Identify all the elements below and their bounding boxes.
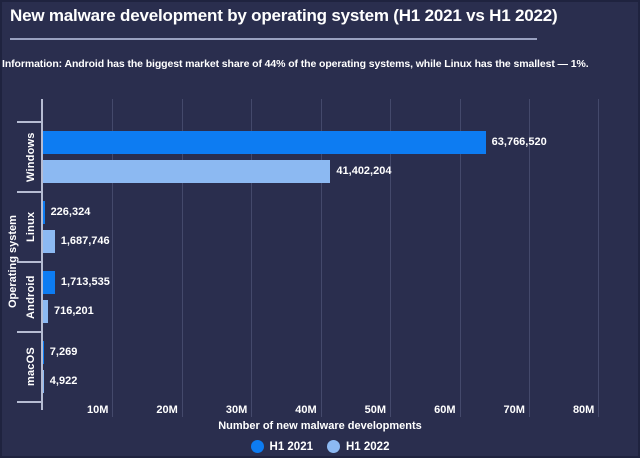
value-label: 7,269 — [49, 346, 78, 358]
category-label-linux: Linux — [25, 211, 37, 243]
value-label: 716,201 — [53, 305, 94, 317]
gridline — [598, 99, 600, 417]
category-tick — [17, 191, 43, 193]
x-tick-label: 50M — [364, 404, 387, 416]
category-label-macos: macOS — [25, 347, 37, 387]
title-divider — [10, 38, 537, 40]
x-tick-label: 80M — [572, 404, 595, 416]
legend-item-h1-2022[interactable]: H1 2022 — [327, 440, 389, 453]
legend-marker-icon — [250, 440, 264, 453]
x-tick-label: 40M — [295, 404, 317, 416]
bar-h1-2021-macos[interactable] — [43, 341, 44, 364]
legend-marker-icon — [327, 440, 340, 453]
x-tick-label: 30M — [225, 404, 248, 416]
value-label: 63,766,520 — [491, 136, 547, 148]
legend-item-h1-2021[interactable]: H1 2021 — [250, 440, 313, 453]
category-tick — [17, 261, 43, 263]
x-axis-title: Number of new malware developments — [218, 420, 422, 432]
bar-h1-2022-android[interactable] — [43, 300, 48, 323]
chart-legend: H1 2021 H1 2022 — [0, 440, 640, 453]
value-label: 1,687,746 — [60, 235, 110, 247]
gridline — [251, 99, 253, 417]
bar-h1-2021-linux[interactable] — [43, 201, 45, 224]
info-text: Information: Android has the biggest mar… — [2, 58, 589, 70]
gridline — [528, 99, 530, 417]
x-tick-label: 10M — [87, 404, 109, 416]
page-title: New malware development by operating sys… — [10, 6, 558, 25]
category-tick — [17, 331, 43, 333]
x-tick-label: 70M — [503, 404, 525, 416]
value-label: 4,922 — [49, 375, 78, 387]
category-tick — [17, 401, 43, 403]
bar-h1-2022-macos[interactable] — [43, 370, 44, 393]
legend-label: H1 2021 — [269, 440, 313, 453]
legend-label: H1 2022 — [346, 440, 390, 453]
gridline — [181, 99, 183, 417]
bar-h1-2022-linux[interactable] — [43, 230, 55, 253]
bar-h1-2021-windows[interactable] — [43, 131, 486, 154]
value-label: 226,324 — [50, 206, 91, 218]
plot-area: Operating system 10M 20M 30M 40M 50M 60M 70M 80… — [7, 99, 640, 418]
bar-h1-2021-android[interactable] — [43, 271, 55, 294]
gridline — [390, 99, 392, 417]
x-tick-label: 20M — [156, 404, 178, 416]
category-label-windows: Windows — [25, 132, 37, 182]
gridline — [112, 99, 114, 417]
category-label-android: Android — [25, 275, 37, 319]
value-label: 41,402,204 — [336, 165, 392, 177]
category-tick — [17, 121, 43, 123]
bar-h1-2022-windows[interactable] — [43, 160, 331, 183]
gridline — [459, 99, 461, 417]
y-axis-line — [41, 99, 43, 410]
gridline — [320, 99, 322, 417]
x-tick-label: 60M — [434, 404, 456, 416]
value-label: 1,713,535 — [60, 276, 110, 288]
